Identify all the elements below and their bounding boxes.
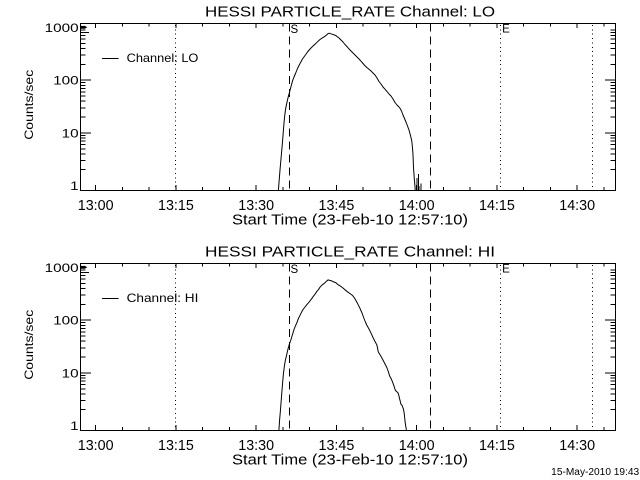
svg-text:10: 10 bbox=[62, 366, 79, 380]
svg-text:13:00: 13:00 bbox=[78, 198, 114, 214]
svg-text:15-May-2010 19:43: 15-May-2010 19:43 bbox=[551, 467, 639, 478]
svg-text:14:30: 14:30 bbox=[559, 438, 595, 454]
svg-text:13:45: 13:45 bbox=[319, 438, 355, 454]
svg-text:13:30: 13:30 bbox=[238, 438, 274, 454]
svg-text:Channel: HI: Channel: HI bbox=[127, 292, 199, 305]
svg-text:S: S bbox=[291, 264, 299, 276]
svg-text:1: 1 bbox=[70, 179, 79, 193]
svg-text:14:00: 14:00 bbox=[399, 438, 435, 454]
svg-text:14:00: 14:00 bbox=[399, 198, 435, 214]
svg-text:14:15: 14:15 bbox=[479, 198, 515, 214]
svg-text:1: 1 bbox=[70, 419, 79, 433]
svg-text:E: E bbox=[502, 24, 510, 36]
svg-text:Channel: LO: Channel: LO bbox=[127, 52, 199, 65]
svg-text:Counts/sec: Counts/sec bbox=[22, 310, 36, 380]
svg-text:13:15: 13:15 bbox=[158, 438, 194, 454]
svg-text:13:45: 13:45 bbox=[319, 198, 355, 214]
svg-text:E: E bbox=[502, 264, 510, 276]
svg-text:HESSI PARTICLE_RATE Channel: L: HESSI PARTICLE_RATE Channel: LO bbox=[205, 4, 495, 21]
svg-text:Counts/sec: Counts/sec bbox=[22, 70, 36, 140]
svg-text:14:15: 14:15 bbox=[479, 438, 515, 454]
svg-text:1000: 1000 bbox=[45, 21, 79, 35]
svg-text:1000: 1000 bbox=[45, 261, 79, 275]
svg-text:13:30: 13:30 bbox=[238, 198, 274, 214]
svg-text:HESSI PARTICLE_RATE Channel: H: HESSI PARTICLE_RATE Channel: HI bbox=[205, 244, 495, 261]
svg-text:100: 100 bbox=[53, 74, 79, 88]
svg-text:14:30: 14:30 bbox=[559, 198, 595, 214]
svg-text:S: S bbox=[291, 24, 299, 36]
svg-text:100: 100 bbox=[53, 314, 79, 328]
svg-text:13:00: 13:00 bbox=[78, 438, 114, 454]
svg-text:Start Time (23-Feb-10 12:57:10: Start Time (23-Feb-10 12:57:10) bbox=[232, 451, 468, 468]
svg-text:Start Time (23-Feb-10 12:57:10: Start Time (23-Feb-10 12:57:10) bbox=[232, 211, 468, 228]
svg-text:13:15: 13:15 bbox=[158, 198, 194, 214]
svg-text:10: 10 bbox=[62, 126, 79, 140]
